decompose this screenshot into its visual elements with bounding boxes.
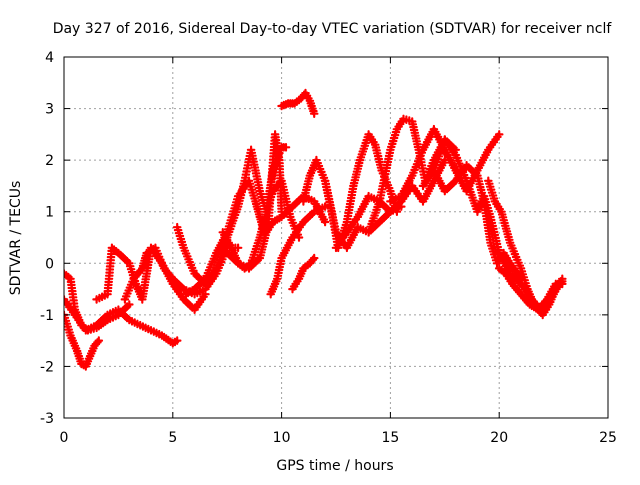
y-tick-label: -1 xyxy=(40,308,54,324)
data-series-arc-d xyxy=(92,243,210,314)
series-layer xyxy=(64,88,567,371)
tick-layer: 0 5 10 15 20 25 -3 -2 -1 0 1 2 3 4 xyxy=(40,50,617,446)
x-tick-label: 10 xyxy=(273,430,291,446)
x-tick-label: 25 xyxy=(599,430,617,446)
x-tick-label: 5 xyxy=(168,430,177,446)
x-axis-label: GPS time / hours xyxy=(276,458,393,474)
data-series-arc-u xyxy=(494,264,567,314)
data-series-arc-l xyxy=(288,253,319,294)
x-tick-label: 15 xyxy=(381,430,399,446)
y-tick-label: 3 xyxy=(45,102,54,118)
x-tick-label: 0 xyxy=(60,430,69,446)
data-series-arc-g xyxy=(181,130,286,299)
data-series-arc-n xyxy=(320,130,402,253)
chart-title: Day 327 of 2016, Sidereal Day-to-day VTE… xyxy=(53,21,613,37)
y-tick-label: 0 xyxy=(45,256,54,272)
grid-layer xyxy=(64,57,608,418)
y-axis-label: SDTVAR / TECUs xyxy=(8,181,24,296)
y-tick-label: 1 xyxy=(45,205,54,221)
y-tick-label: 2 xyxy=(45,153,54,169)
data-series-arc-s xyxy=(429,161,526,284)
x-tick-label: 20 xyxy=(490,430,508,446)
y-tick-label: -3 xyxy=(40,411,54,427)
plot-frame xyxy=(63,56,609,419)
y-tick-label: 4 xyxy=(45,50,54,66)
data-series-arc-a xyxy=(64,310,104,371)
y-tick-label: -2 xyxy=(40,359,54,375)
data-series-arc-c xyxy=(64,295,182,348)
data-series-arc-j xyxy=(266,202,330,299)
data-series-arc-k xyxy=(277,88,319,118)
